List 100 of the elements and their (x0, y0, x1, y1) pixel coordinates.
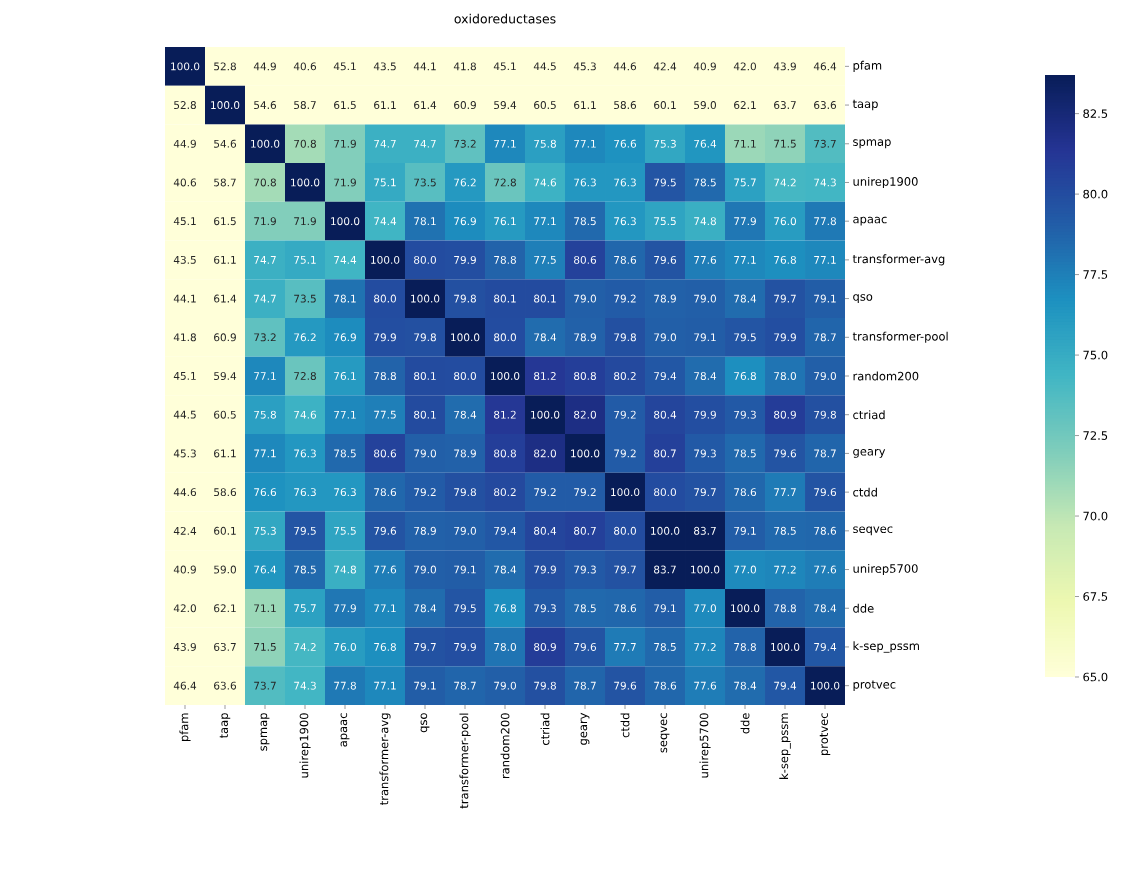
data-label: 61.4 (414, 101, 437, 110)
data-label: 78.9 (414, 526, 436, 535)
x-tick-label: ctriad (540, 713, 550, 745)
data-label: 42.0 (733, 62, 756, 71)
data-label: 78.9 (574, 333, 596, 342)
data-label: 83.7 (694, 526, 716, 535)
data-label: 78.5 (334, 449, 356, 458)
data-label: 78.5 (574, 604, 596, 613)
data-label: 78.8 (374, 372, 396, 380)
data-label: 79.4 (814, 642, 837, 651)
data-label: 76.8 (374, 642, 396, 651)
data-label: 60.5 (214, 410, 236, 419)
data-label: 60.1 (654, 101, 676, 110)
data-label: 73.2 (254, 333, 276, 342)
data-label: 78.4 (814, 604, 837, 613)
data-label: 79.2 (414, 488, 436, 497)
data-label: 100.0 (451, 333, 480, 342)
data-label: 40.9 (173, 565, 196, 574)
data-label: 79.5 (654, 178, 676, 187)
data-label: 79.1 (454, 565, 476, 574)
data-label: 45.1 (333, 62, 356, 71)
data-label: 79.9 (534, 565, 556, 574)
data-label: 77.1 (534, 217, 556, 226)
data-label: 74.3 (814, 178, 836, 187)
data-label: 80.6 (374, 449, 397, 458)
data-label: 62.1 (214, 604, 236, 613)
data-label: 100.0 (371, 255, 400, 264)
data-label: 77.8 (814, 217, 836, 226)
data-label: 77.1 (374, 604, 396, 613)
data-label: 76.0 (334, 642, 356, 651)
data-label: 42.0 (173, 604, 196, 613)
data-label: 70.8 (294, 139, 316, 148)
data-label: 44.9 (253, 62, 276, 71)
data-label: 81.2 (534, 372, 556, 380)
data-label: 83.7 (654, 565, 676, 574)
data-label: 76.1 (494, 217, 516, 226)
color-bar-label: 75.0 (1083, 350, 1108, 360)
data-label: 100.0 (171, 62, 200, 71)
data-label: 60.5 (534, 101, 556, 110)
data-label: 100.0 (691, 565, 720, 574)
data-label: 77.1 (374, 681, 396, 690)
data-label: 71.9 (294, 217, 316, 226)
data-label: 71.1 (254, 604, 276, 613)
data-label: 100.0 (411, 294, 440, 303)
data-label: 42.4 (653, 62, 677, 71)
data-label: 76.3 (614, 217, 636, 226)
data-label: 74.4 (374, 217, 397, 226)
data-label: 78.6 (814, 526, 837, 535)
data-label: 76.6 (614, 139, 637, 148)
data-label: 79.4 (654, 372, 677, 380)
data-label: 79.8 (534, 681, 556, 690)
y-tick-label: ctdd (853, 487, 877, 497)
data-label: 77.1 (334, 410, 356, 419)
data-label: 60.9 (214, 333, 236, 342)
data-label: 79.6 (774, 449, 797, 458)
data-label: 44.1 (413, 62, 436, 71)
x-tick-label: qso (420, 713, 430, 733)
data-label: 80.0 (494, 333, 516, 342)
data-label: 78.5 (694, 178, 716, 187)
data-label: 77.5 (374, 410, 396, 419)
data-label: 40.9 (693, 62, 716, 71)
y-tick-label: seqvec (853, 526, 893, 536)
data-label: 100.0 (811, 681, 840, 690)
data-label: 79.6 (654, 255, 677, 264)
data-label: 40.6 (293, 62, 317, 71)
x-tick-label: protvec (819, 713, 831, 755)
data-label: 78.5 (734, 449, 756, 458)
data-label: 79.8 (454, 294, 476, 303)
data-label: 100.0 (531, 410, 560, 419)
data-label: 77.1 (574, 139, 596, 148)
data-label: 61.5 (334, 101, 356, 110)
data-label: 44.6 (613, 62, 637, 71)
data-label: 78.4 (454, 410, 477, 419)
data-label: 77.6 (694, 681, 717, 690)
data-label: 79.3 (534, 604, 556, 613)
data-label: 59.0 (694, 101, 716, 110)
data-label: 45.3 (173, 449, 196, 458)
data-label: 79.0 (654, 333, 676, 342)
data-label: 75.1 (374, 178, 396, 187)
y-tick-label: ctriad (853, 410, 885, 420)
data-label: 75.7 (734, 178, 756, 187)
data-label: 41.8 (453, 62, 476, 71)
data-label: 71.5 (774, 139, 796, 148)
data-label: 79.1 (414, 681, 436, 690)
data-label: 78.6 (614, 604, 637, 613)
data-label: 74.6 (294, 410, 317, 419)
data-label: 75.8 (254, 410, 276, 419)
data-label: 78.4 (734, 294, 757, 303)
data-label: 79.0 (414, 565, 436, 574)
color-bar-label: 82.5 (1083, 109, 1108, 118)
data-label: 58.7 (214, 178, 236, 187)
data-label: 44.1 (173, 294, 196, 303)
data-label: 77.6 (694, 255, 717, 264)
data-label: 100.0 (651, 526, 680, 535)
data-label: 76.1 (334, 372, 356, 380)
data-label: 70.8 (254, 178, 276, 187)
data-label: 74.3 (294, 681, 316, 690)
data-label: 75.7 (294, 604, 316, 613)
data-label: 58.6 (214, 488, 237, 497)
y-tick-label: transformer-pool (852, 331, 948, 343)
